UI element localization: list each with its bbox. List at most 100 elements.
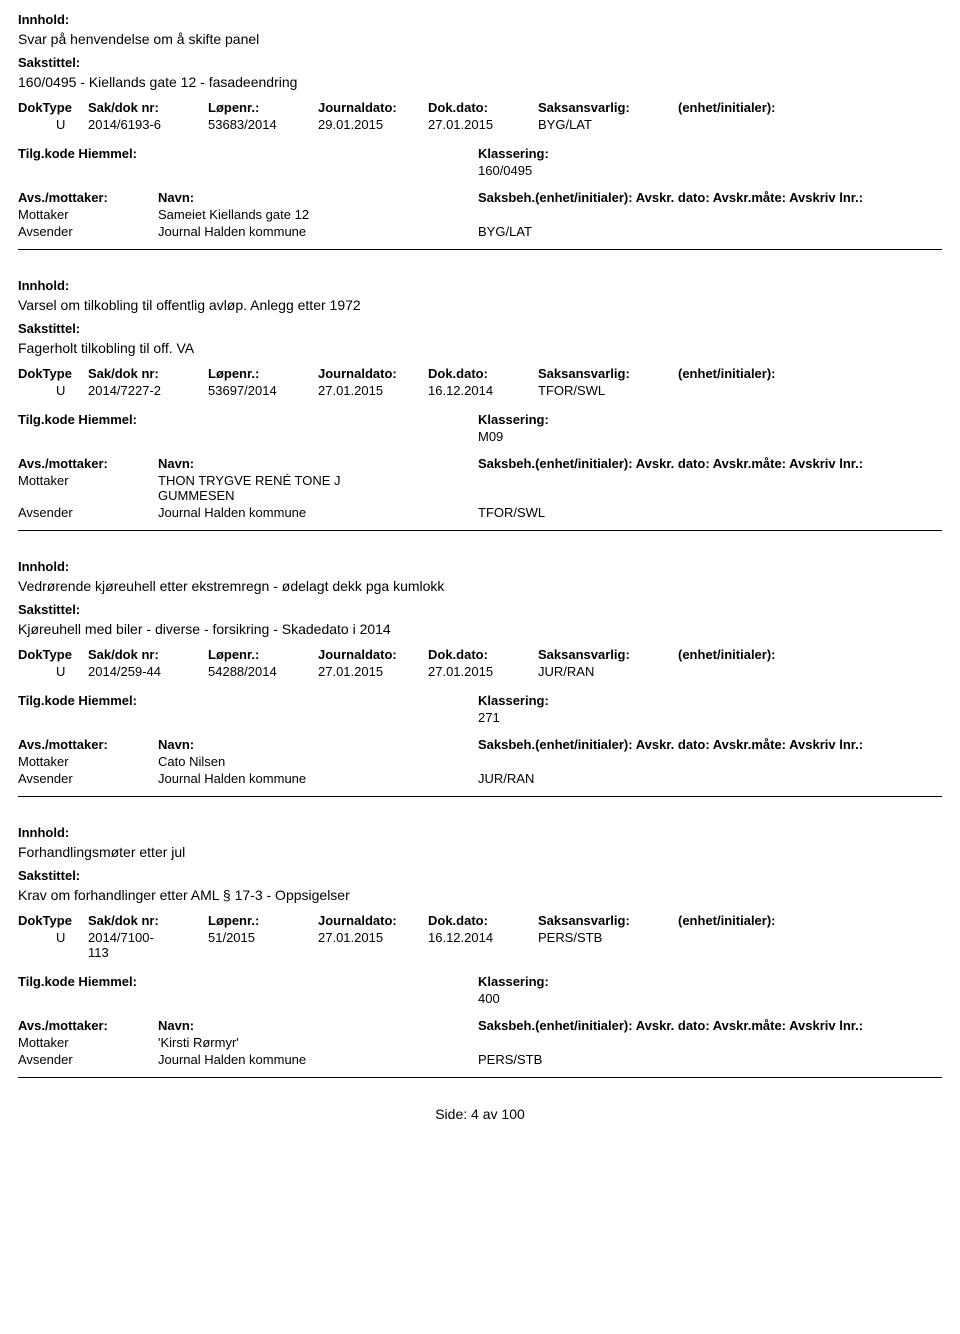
col-sakdok-label: Sak/dok nr:: [88, 913, 208, 928]
doktype-value: U: [18, 930, 88, 960]
lopenr-value: 53683/2014: [208, 117, 318, 132]
navn-label: Navn:: [158, 456, 478, 471]
klassering-value: 160/0495: [478, 163, 532, 178]
col-dokdato-label: Dok.dato:: [428, 647, 538, 662]
columns-header: DokType Sak/dok nr: Løpenr.: Journaldato…: [18, 366, 942, 381]
columns-data: U 2014/7100-113 51/2015 27.01.2015 16.12…: [18, 930, 942, 960]
entry-divider: [18, 1077, 942, 1078]
innhold-text: Varsel om tilkobling til offentlig avløp…: [18, 297, 942, 313]
col-dokdato-label: Dok.dato:: [428, 100, 538, 115]
columns-header: DokType Sak/dok nr: Løpenr.: Journaldato…: [18, 913, 942, 928]
col-journaldato-label: Journaldato:: [318, 100, 428, 115]
innhold-text: Svar på henvendelse om å skifte panel: [18, 31, 942, 47]
entry-divider: [18, 249, 942, 250]
navn-label: Navn:: [158, 190, 478, 205]
avsender-label: Avsender: [18, 1052, 158, 1067]
mottaker-name: THON TRYGVE RENÉ TONE JGUMMESEN: [158, 473, 478, 503]
col-sakdok-label: Sak/dok nr:: [88, 366, 208, 381]
saksansvarlig-value: TFOR/SWL: [538, 383, 678, 398]
hjemmel-row: Tilg.kode Hiemmel: Klassering:: [18, 974, 942, 989]
hjemmel-row: Tilg.kode Hiemmel: Klassering:: [18, 693, 942, 708]
saksbeh-value: JUR/RAN: [478, 771, 942, 786]
saksbeh-header: Saksbeh.(enhet/initialer): Avskr. dato: …: [478, 456, 942, 471]
avs-header: Avs./mottaker: Navn: Saksbeh.(enhet/init…: [18, 456, 942, 471]
col-dokdato-label: Dok.dato:: [428, 366, 538, 381]
saksbeh-value: BYG/LAT: [478, 224, 942, 239]
sakstittel-label: Sakstittel:: [18, 868, 942, 883]
col-lopenr-label: Løpenr.:: [208, 913, 318, 928]
sakdok-value: 2014/7227-2: [88, 383, 208, 398]
mottaker-row: Mottaker Cato Nilsen: [18, 754, 942, 769]
sakstittel-text: Fagerholt tilkobling til off. VA: [18, 340, 942, 356]
klassering-label: Klassering:: [478, 974, 549, 989]
enhet-value: [678, 117, 942, 132]
enhet-value: [678, 383, 942, 398]
page-footer: Side: 4 av 100: [18, 1106, 942, 1122]
hjemmel-row: Tilg.kode Hiemmel: Klassering:: [18, 412, 942, 427]
lopenr-value: 54288/2014: [208, 664, 318, 679]
col-doktype-label: DokType: [18, 366, 88, 381]
entry-divider: [18, 530, 942, 531]
journal-entry: Innhold: Forhandlingsmøter etter jul Sak…: [18, 825, 942, 1078]
mottaker-label: Mottaker: [18, 754, 158, 769]
avs-header: Avs./mottaker: Navn: Saksbeh.(enhet/init…: [18, 190, 942, 205]
saksansvarlig-value: JUR/RAN: [538, 664, 678, 679]
avsmottaker-label: Avs./mottaker:: [18, 190, 158, 205]
klassering-label: Klassering:: [478, 146, 549, 161]
col-journaldato-label: Journaldato:: [318, 647, 428, 662]
col-enhet-label: (enhet/initialer):: [678, 913, 942, 928]
col-dokdato-label: Dok.dato:: [428, 913, 538, 928]
mottaker-label: Mottaker: [18, 207, 158, 222]
mottaker-name: 'Kirsti Rørmyr': [158, 1035, 478, 1050]
col-journaldato-label: Journaldato:: [318, 366, 428, 381]
avsender-row: Avsender Journal Halden kommune BYG/LAT: [18, 224, 942, 239]
navn-label: Navn:: [158, 1018, 478, 1033]
avs-header: Avs./mottaker: Navn: Saksbeh.(enhet/init…: [18, 737, 942, 752]
innhold-text: Vedrørende kjøreuhell etter ekstremregn …: [18, 578, 942, 594]
innhold-label: Innhold:: [18, 559, 942, 574]
lopenr-value: 53697/2014: [208, 383, 318, 398]
col-saksansvarlig-label: Saksansvarlig:: [538, 913, 678, 928]
col-sakdok-label: Sak/dok nr:: [88, 100, 208, 115]
sakstittel-text: 160/0495 - Kiellands gate 12 - fasadeend…: [18, 74, 942, 90]
dokdato-value: 16.12.2014: [428, 383, 538, 398]
klassering-value-row: 271: [18, 710, 942, 725]
av-label: av: [483, 1106, 498, 1122]
sakstittel-text: Kjøreuhell med biler - diverse - forsikr…: [18, 621, 942, 637]
klassering-label: Klassering:: [478, 693, 549, 708]
lopenr-value: 51/2015: [208, 930, 318, 960]
klassering-label: Klassering:: [478, 412, 549, 427]
saksansvarlig-value: PERS/STB: [538, 930, 678, 960]
avsmottaker-label: Avs./mottaker:: [18, 1018, 158, 1033]
col-doktype-label: DokType: [18, 100, 88, 115]
sakstittel-label: Sakstittel:: [18, 602, 942, 617]
columns-header: DokType Sak/dok nr: Løpenr.: Journaldato…: [18, 100, 942, 115]
klassering-value-row: 160/0495: [18, 163, 942, 178]
innhold-label: Innhold:: [18, 278, 942, 293]
mottaker-name: Sameiet Kiellands gate 12: [158, 207, 478, 222]
sakstittel-label: Sakstittel:: [18, 55, 942, 70]
sakdok-value: 2014/7100-113: [88, 930, 208, 960]
columns-data: U 2014/6193-6 53683/2014 29.01.2015 27.0…: [18, 117, 942, 132]
innhold-label: Innhold:: [18, 825, 942, 840]
page-current: 4: [471, 1106, 479, 1122]
entry-divider: [18, 796, 942, 797]
mottaker-name: Cato Nilsen: [158, 754, 478, 769]
avsender-row: Avsender Journal Halden kommune PERS/STB: [18, 1052, 942, 1067]
sakstittel-label: Sakstittel:: [18, 321, 942, 336]
side-label: Side:: [435, 1106, 467, 1122]
journaldato-value: 29.01.2015: [318, 117, 428, 132]
journal-entry: Innhold: Vedrørende kjøreuhell etter eks…: [18, 559, 942, 797]
navn-label: Navn:: [158, 737, 478, 752]
col-enhet-label: (enhet/initialer):: [678, 647, 942, 662]
mottaker-label: Mottaker: [18, 1035, 158, 1050]
col-enhet-label: (enhet/initialer):: [678, 100, 942, 115]
mottaker-row: Mottaker THON TRYGVE RENÉ TONE JGUMMESEN: [18, 473, 942, 503]
sakdok-value: 2014/259-44: [88, 664, 208, 679]
innhold-label: Innhold:: [18, 12, 942, 27]
col-lopenr-label: Løpenr.:: [208, 647, 318, 662]
doktype-value: U: [18, 664, 88, 679]
klassering-value-row: M09: [18, 429, 942, 444]
col-enhet-label: (enhet/initialer):: [678, 366, 942, 381]
saksbeh-header: Saksbeh.(enhet/initialer): Avskr. dato: …: [478, 737, 942, 752]
